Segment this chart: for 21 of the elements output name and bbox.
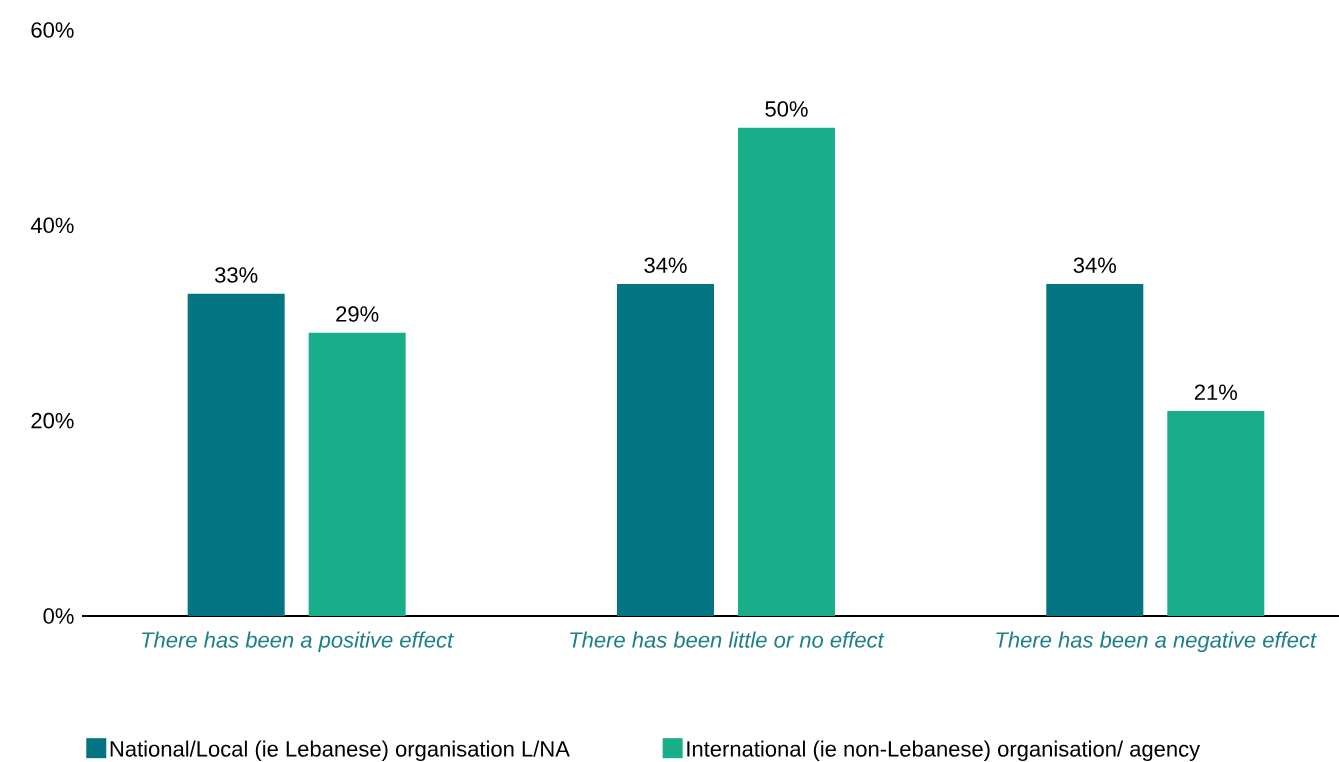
y-tick-label: 0%	[43, 608, 74, 624]
legend-label: National/Local (ie Lebanese) organisation L/NA	[110, 740, 570, 762]
x-tick-label: There has been little or no effect	[570, 631, 885, 648]
bar	[737, 127, 835, 616]
data-label: 33%	[214, 267, 258, 283]
data-label: 34%	[644, 257, 687, 273]
data-label: 34%	[1073, 257, 1117, 273]
x-tick-label: There has been a positive effect	[142, 631, 454, 653]
bar	[616, 283, 714, 616]
y-tick-label: 40%	[30, 217, 74, 234]
bar	[1167, 410, 1265, 616]
data-label: 50%	[765, 101, 808, 117]
bar	[1046, 283, 1144, 616]
y-tick-label: 60%	[31, 22, 74, 38]
y-tick-label: 20%	[31, 412, 74, 429]
data-label: 29%	[336, 306, 379, 322]
bar	[308, 332, 406, 616]
legend-label: International (ie non-Lebanese) organisation/ agency	[687, 740, 1201, 762]
data-label: 21%	[1194, 384, 1238, 400]
x-tick-label: There has been a negative effect	[996, 631, 1317, 653]
bar	[187, 293, 285, 616]
